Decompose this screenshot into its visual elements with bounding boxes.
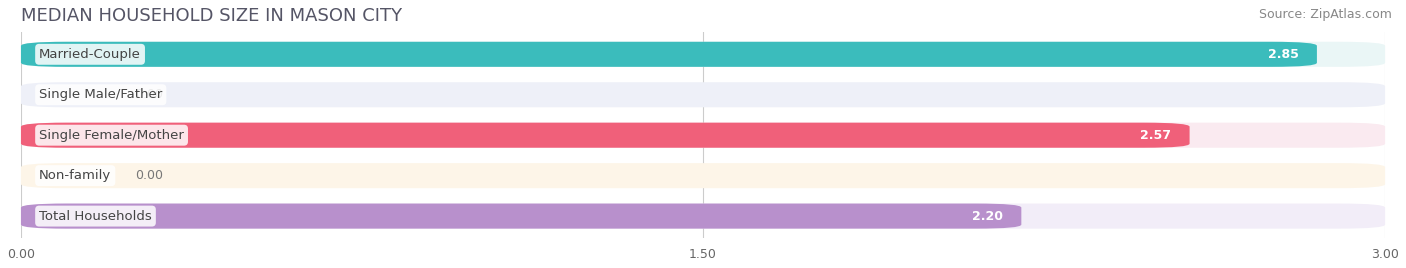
FancyBboxPatch shape — [21, 204, 1021, 229]
FancyBboxPatch shape — [21, 204, 1385, 229]
Text: 2.20: 2.20 — [972, 210, 1002, 223]
FancyBboxPatch shape — [21, 123, 1189, 148]
Text: Source: ZipAtlas.com: Source: ZipAtlas.com — [1258, 8, 1392, 21]
Text: MEDIAN HOUSEHOLD SIZE IN MASON CITY: MEDIAN HOUSEHOLD SIZE IN MASON CITY — [21, 7, 402, 25]
FancyBboxPatch shape — [21, 82, 1385, 107]
Text: 0.00: 0.00 — [135, 169, 163, 182]
FancyBboxPatch shape — [21, 42, 1385, 67]
Text: 2.57: 2.57 — [1140, 129, 1171, 142]
Text: Total Households: Total Households — [39, 210, 152, 223]
FancyBboxPatch shape — [21, 123, 1385, 148]
FancyBboxPatch shape — [21, 163, 1385, 188]
Text: Single Female/Mother: Single Female/Mother — [39, 129, 184, 142]
Text: Single Male/Father: Single Male/Father — [39, 88, 162, 101]
Text: 2.85: 2.85 — [1268, 48, 1299, 61]
Text: 0.00: 0.00 — [135, 88, 163, 101]
Text: Non-family: Non-family — [39, 169, 111, 182]
Text: Married-Couple: Married-Couple — [39, 48, 141, 61]
FancyBboxPatch shape — [21, 42, 1317, 67]
